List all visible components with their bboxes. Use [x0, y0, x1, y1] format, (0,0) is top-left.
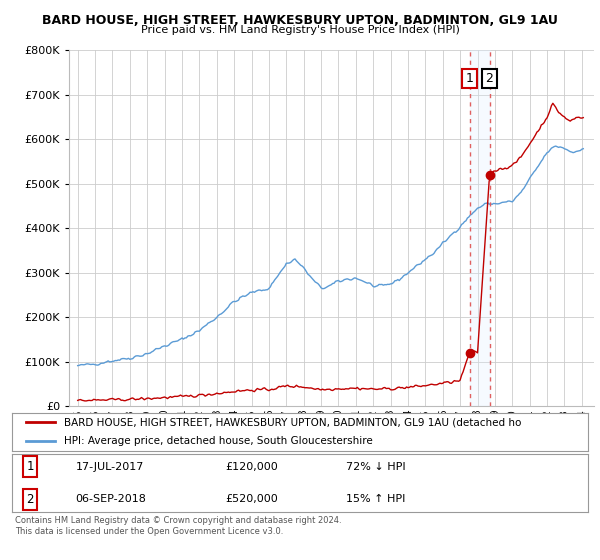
- Text: 72% ↓ HPI: 72% ↓ HPI: [346, 461, 406, 472]
- Text: 1: 1: [466, 72, 473, 85]
- Text: £120,000: £120,000: [225, 461, 278, 472]
- Text: BARD HOUSE, HIGH STREET, HAWKESBURY UPTON, BADMINTON, GL9 1AU (detached ho: BARD HOUSE, HIGH STREET, HAWKESBURY UPTO…: [64, 417, 521, 427]
- Text: HPI: Average price, detached house, South Gloucestershire: HPI: Average price, detached house, Sout…: [64, 436, 373, 446]
- Text: 15% ↑ HPI: 15% ↑ HPI: [346, 494, 406, 505]
- Text: BARD HOUSE, HIGH STREET, HAWKESBURY UPTON, BADMINTON, GL9 1AU: BARD HOUSE, HIGH STREET, HAWKESBURY UPTO…: [42, 14, 558, 27]
- Text: £520,000: £520,000: [225, 494, 278, 505]
- Text: Price paid vs. HM Land Registry's House Price Index (HPI): Price paid vs. HM Land Registry's House …: [140, 25, 460, 35]
- Text: 06-SEP-2018: 06-SEP-2018: [76, 494, 146, 505]
- Text: 2: 2: [26, 493, 34, 506]
- Text: 17-JUL-2017: 17-JUL-2017: [76, 461, 144, 472]
- Text: 1: 1: [26, 460, 34, 473]
- Text: Contains HM Land Registry data © Crown copyright and database right 2024.
This d: Contains HM Land Registry data © Crown c…: [15, 516, 341, 536]
- Bar: [470, 50, 490, 406]
- Text: 2: 2: [485, 72, 493, 85]
